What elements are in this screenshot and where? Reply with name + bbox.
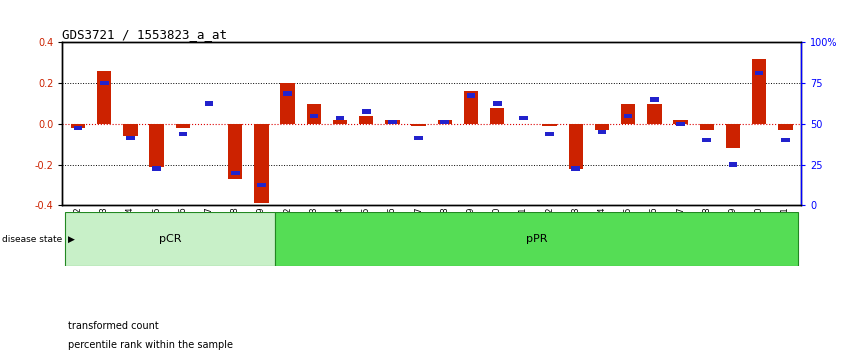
Text: GDS3721 / 1553823_a_at: GDS3721 / 1553823_a_at xyxy=(62,28,228,41)
Bar xyxy=(569,124,583,169)
Bar xyxy=(700,124,714,130)
Bar xyxy=(231,171,240,175)
Bar xyxy=(255,124,268,203)
Bar xyxy=(176,124,190,128)
Bar xyxy=(283,91,292,96)
Bar xyxy=(333,120,347,124)
Bar xyxy=(152,166,161,171)
Bar xyxy=(336,115,345,120)
Bar xyxy=(281,83,294,124)
Bar xyxy=(414,136,423,141)
Bar xyxy=(178,132,187,136)
Bar xyxy=(100,81,108,85)
Bar xyxy=(519,115,527,120)
Bar xyxy=(150,124,164,167)
Bar xyxy=(257,183,266,187)
Text: percentile rank within the sample: percentile rank within the sample xyxy=(68,340,233,350)
Text: pCR: pCR xyxy=(158,234,181,244)
Bar xyxy=(464,91,478,124)
Bar xyxy=(726,124,740,148)
Bar xyxy=(595,124,609,130)
Bar xyxy=(437,120,452,124)
Bar xyxy=(204,101,213,106)
Bar xyxy=(385,120,399,124)
Bar xyxy=(411,124,426,126)
Bar xyxy=(123,124,138,136)
Bar xyxy=(275,212,798,266)
Bar xyxy=(97,71,112,124)
Bar xyxy=(126,136,135,141)
Bar xyxy=(702,138,711,142)
Bar xyxy=(781,138,790,142)
Bar xyxy=(647,104,662,124)
Bar xyxy=(228,124,242,179)
Bar xyxy=(572,166,580,171)
Bar xyxy=(546,132,554,136)
Bar xyxy=(74,126,82,130)
Bar xyxy=(650,97,659,102)
Bar xyxy=(752,59,766,124)
Text: transformed count: transformed count xyxy=(68,321,158,331)
Bar xyxy=(441,120,449,124)
Bar xyxy=(65,212,275,266)
Bar xyxy=(598,130,606,134)
Bar xyxy=(755,71,764,75)
Bar xyxy=(307,104,321,124)
Bar xyxy=(728,162,737,167)
Text: pPR: pPR xyxy=(526,234,547,244)
Bar xyxy=(309,114,318,118)
Bar xyxy=(71,124,85,128)
Bar xyxy=(493,101,501,106)
Bar xyxy=(388,120,397,124)
Bar xyxy=(362,109,371,114)
Bar xyxy=(676,122,685,126)
Text: disease state  ▶: disease state ▶ xyxy=(2,234,74,244)
Bar xyxy=(542,124,557,126)
Bar xyxy=(359,116,373,124)
Bar xyxy=(490,108,504,124)
Bar xyxy=(621,104,636,124)
Bar xyxy=(624,114,632,118)
Bar xyxy=(467,93,475,98)
Bar xyxy=(674,120,688,124)
Bar xyxy=(779,124,792,130)
